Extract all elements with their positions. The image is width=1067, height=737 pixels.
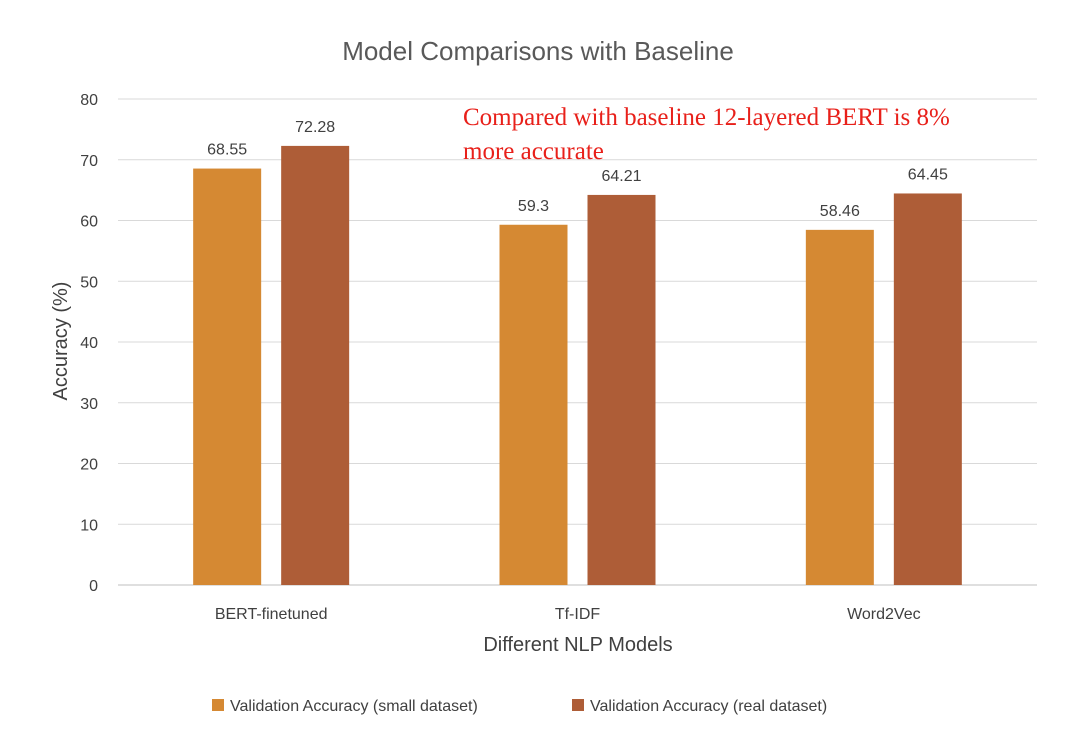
x-tick-label: Tf-IDF xyxy=(555,606,601,623)
y-tick-label: 30 xyxy=(80,396,98,413)
x-tick-label: Word2Vec xyxy=(847,606,921,623)
y-tick-label: 40 xyxy=(80,335,98,352)
chart-title: Model Comparisons with Baseline xyxy=(342,36,734,66)
legend-label-real-dataset: Validation Accuracy (real dataset) xyxy=(590,698,827,715)
bar[interactable] xyxy=(281,145,350,586)
data-label: 64.21 xyxy=(601,168,641,185)
y-tick-label: 20 xyxy=(80,457,98,474)
x-axis-ticks: BERT-finetuned Tf-IDF Word2Vec xyxy=(215,606,921,623)
y-tick-label: 60 xyxy=(80,214,98,231)
bar[interactable] xyxy=(193,168,262,585)
data-label: 59.3 xyxy=(518,198,549,215)
y-axis-ticks: 0 10 20 30 40 50 60 70 80 xyxy=(80,92,98,595)
y-tick-label: 10 xyxy=(80,517,98,534)
annotation: Compared with baseline 12-layered BERT i… xyxy=(463,104,950,165)
y-tick-label: 50 xyxy=(80,274,98,291)
x-tick-label: BERT-finetuned xyxy=(215,606,328,623)
legend: Validation Accuracy (small dataset) Vali… xyxy=(212,698,827,715)
y-tick-label: 0 xyxy=(89,578,98,595)
x-axis-label: Different NLP Models xyxy=(483,634,672,656)
bar[interactable] xyxy=(587,194,656,585)
bar[interactable] xyxy=(893,193,962,585)
y-axis-label: Accuracy (%) xyxy=(50,282,72,401)
legend-item-small-dataset[interactable]: Validation Accuracy (small dataset) xyxy=(212,698,478,715)
annotation-line-1: Compared with baseline 12-layered BERT i… xyxy=(463,104,950,131)
bar[interactable] xyxy=(805,229,874,585)
legend-swatch-real-dataset xyxy=(572,699,584,711)
bar[interactable] xyxy=(499,224,568,585)
y-tick-label: 70 xyxy=(80,153,98,170)
y-tick-label: 80 xyxy=(80,92,98,109)
bars xyxy=(193,145,962,586)
data-label: 64.45 xyxy=(908,166,948,183)
gridlines xyxy=(118,98,1037,586)
data-label: 58.46 xyxy=(820,203,860,220)
legend-swatch-small-dataset xyxy=(212,699,224,711)
legend-label-small-dataset: Validation Accuracy (small dataset) xyxy=(230,698,478,715)
legend-item-real-dataset[interactable]: Validation Accuracy (real dataset) xyxy=(572,698,827,715)
data-label: 68.55 xyxy=(207,142,247,159)
data-label: 72.28 xyxy=(295,119,335,136)
annotation-line-2: more accurate xyxy=(463,138,604,165)
data-labels: 68.55 72.28 59.3 64.21 58.46 64.45 xyxy=(207,119,948,220)
